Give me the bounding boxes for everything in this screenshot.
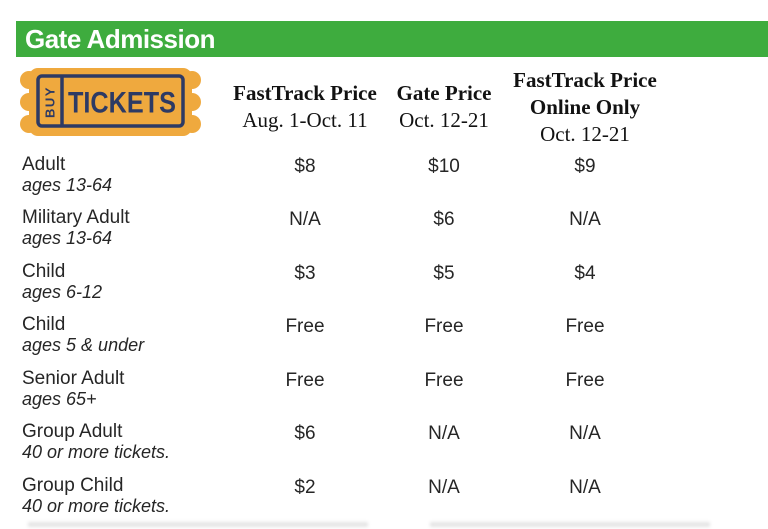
fasttrack-price: $2 [294,477,316,498]
fasttrack-price: $8 [294,156,316,177]
column-daterange: Aug. 1-Oct. 11 [242,108,368,132]
ticket-type-ages: ages 13-64 [22,175,113,195]
section-header-bar: Gate Admission [16,21,768,57]
gate-price: Free [424,370,464,391]
table-row: Group Child 40 or more tickets. $2 N/A N… [0,475,768,529]
row-label-cell: Military Adult ages 13-64 [22,207,130,249]
column-title: Gate Price [396,81,492,105]
fasttrack-price: $6 [294,423,316,444]
ticket-type: Senior Adult [22,368,125,389]
column-daterange: Oct. 12-21 [540,122,630,146]
ticket-type-ages: ages 65+ [22,389,97,409]
column-title-2: Online Only [529,95,641,119]
fasttrack-price: N/A [289,209,321,230]
fasttrack-price: Free [285,370,325,391]
ticket-type: Military Adult [22,207,130,228]
table-row: Adult ages 13-64 $8 $10 $9 [0,154,768,208]
cutoff-content-smudge [430,522,710,527]
fasttrack-price: $3 [294,263,316,284]
online-price: N/A [569,209,601,230]
row-label-cell: Child ages 5 & under [22,314,144,356]
ticket-type-ages: ages 6-12 [22,282,103,302]
gate-price: N/A [428,423,460,444]
online-price: $4 [574,263,596,284]
online-price: N/A [569,477,601,498]
ticket-tickets-label: TICKETS [68,87,176,120]
ticket-type: Group Child [22,475,124,496]
row-label-cell: Senior Adult ages 65+ [22,368,124,410]
online-price: N/A [569,423,601,444]
ticket-type: Adult [22,154,66,175]
ticket-type-ages: ages 5 & under [22,335,145,355]
online-price: Free [565,316,605,337]
table-row: Senior Adult ages 65+ Free Free Free [0,368,768,422]
column-header-fasttrack-online: FastTrack Price Online Only Oct. 12-21 [505,67,665,148]
ticket-type: Child [22,314,66,335]
column-header-fasttrack: FastTrack Price Aug. 1-Oct. 11 [225,80,385,134]
table-row: Child ages 5 & under Free Free Free [0,314,768,368]
ticket-type: Group Adult [22,421,123,442]
gate-price: N/A [428,477,460,498]
page-title: Gate Admission [25,24,215,54]
row-label-cell: Group Child 40 or more tickets. [22,475,170,517]
table-row: Military Adult ages 13-64 N/A $6 N/A [0,207,768,261]
ticket-type-note: 40 or more tickets. [22,496,171,516]
column-title: FastTrack Price [233,81,377,105]
buy-tickets-icon[interactable]: BUY TICKETS [18,66,203,138]
gate-price: $6 [433,209,455,230]
row-label-cell: Adult ages 13-64 [22,154,112,196]
gate-price: $10 [428,156,460,177]
column-header-gate: Gate Price Oct. 12-21 [384,80,504,134]
ticket-type: Child [22,261,66,282]
fasttrack-price: Free [285,316,325,337]
cutoff-content-smudge [28,522,368,527]
column-title: FastTrack Price [513,68,657,92]
ticket-type-ages: ages 13-64 [22,228,113,248]
online-price: $9 [574,156,596,177]
gate-price: $5 [433,263,455,284]
ticket-buy-label: BUY [43,86,58,118]
ticket-graphic: BUY TICKETS [20,68,201,136]
row-label-cell: Child ages 6-12 [22,261,102,303]
table-row: Child ages 6-12 $3 $5 $4 [0,261,768,315]
ticket-type-note: 40 or more tickets. [22,442,171,462]
gate-price: Free [424,316,464,337]
column-daterange: Oct. 12-21 [399,108,489,132]
online-price: Free [565,370,605,391]
table-row: Group Adult 40 or more tickets. $6 N/A N… [0,421,768,475]
row-label-cell: Group Adult 40 or more tickets. [22,421,170,463]
